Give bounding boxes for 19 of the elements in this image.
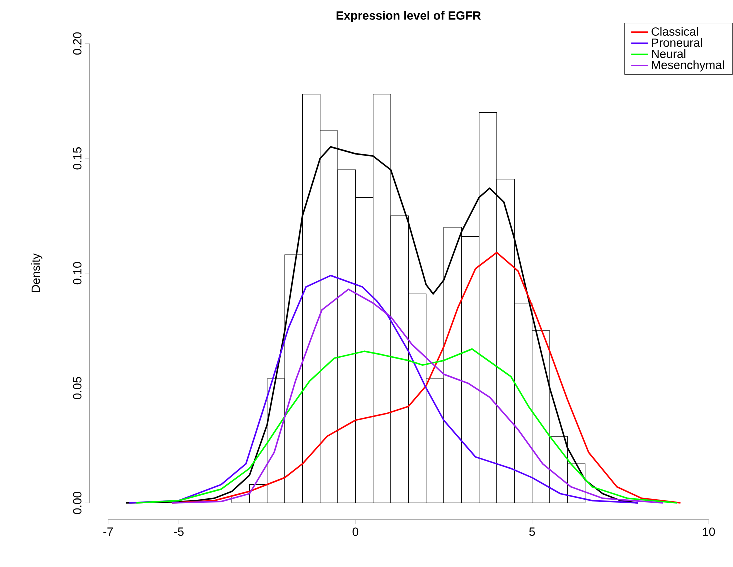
line-series — [136, 348, 678, 504]
y-tick-label: 0.10 — [73, 262, 82, 285]
y-tick-label: 0.20 — [73, 32, 82, 55]
chart-title: Expression level of EGFR — [336, 11, 482, 22]
x-tick-label: -5 — [174, 528, 184, 536]
y-tick-label: 0.15 — [73, 148, 82, 170]
y-tick-label: 0.00 — [73, 492, 82, 514]
y-axis-title: Density — [31, 254, 43, 292]
line-series — [128, 275, 640, 504]
legend-label: Proneural — [652, 38, 702, 48]
y-tick-label: 0.05 — [73, 377, 82, 400]
x-tick-label: 10 — [703, 528, 716, 536]
x-tick-label: 5 — [530, 528, 536, 536]
x-tick-label: -7 — [104, 528, 114, 536]
x-tick-label: 0 — [352, 528, 359, 536]
line-series — [171, 288, 664, 504]
legend-label: Neural — [652, 50, 686, 58]
legend-label: Mesenchymal — [652, 60, 724, 72]
legend-label: Classical — [652, 27, 698, 36]
